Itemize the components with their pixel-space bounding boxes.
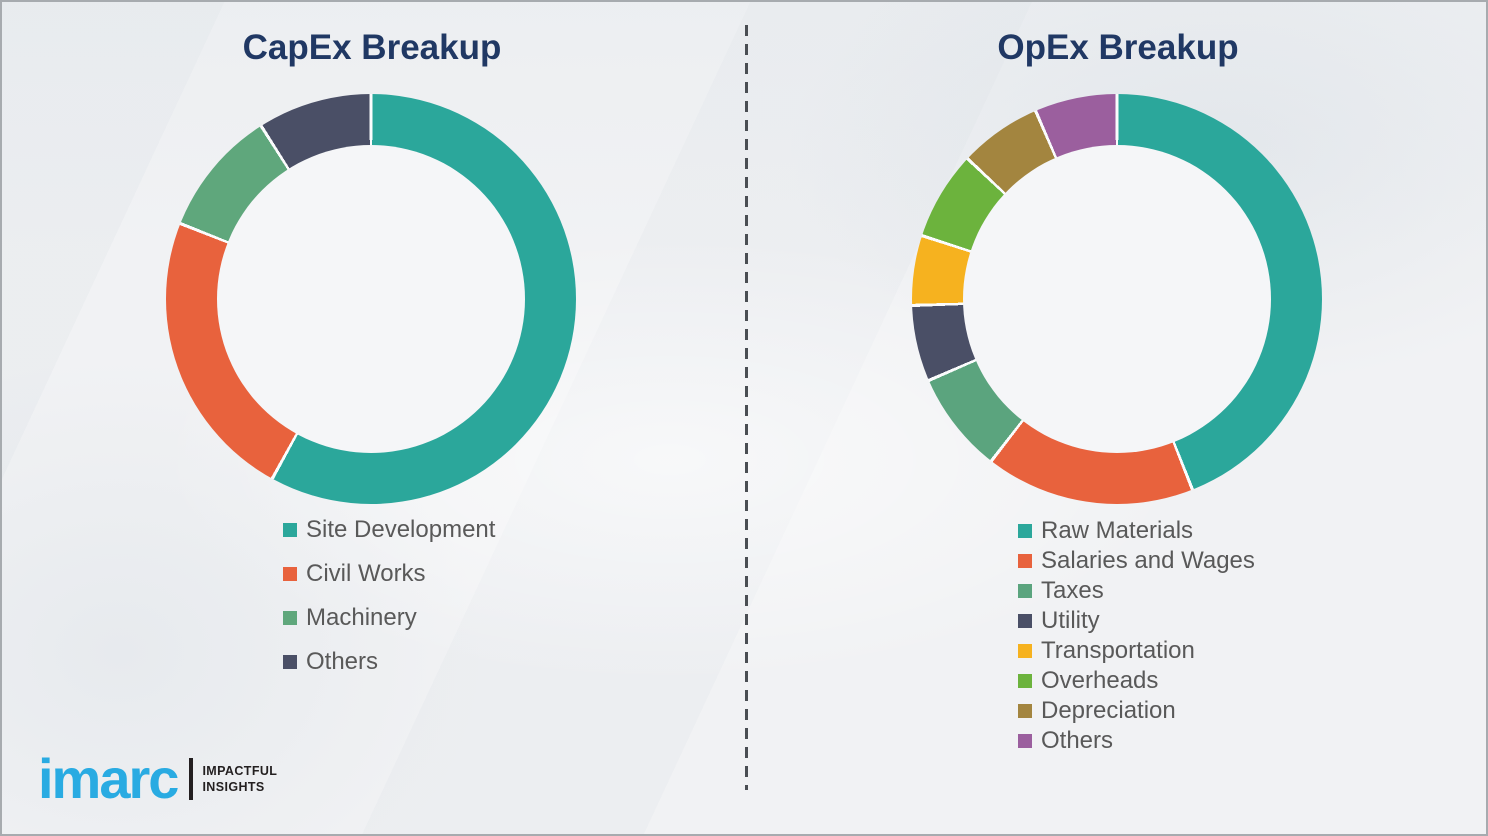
legend-swatch-icon [1018, 554, 1032, 568]
legend-label: Others [306, 648, 379, 675]
legend-item-transportation: Transportation [1018, 636, 1255, 666]
legend-label: Site Development [306, 516, 496, 543]
legend-item-civil-works: Civil Works [283, 552, 495, 596]
legend-item-others: Others [283, 640, 495, 684]
legend-label: Taxes [1041, 577, 1104, 604]
legend-item-site-development: Site Development [283, 508, 495, 552]
legend-item-utility: Utility [1018, 606, 1255, 636]
legend-swatch-icon [283, 567, 297, 581]
legend-label: Civil Works [306, 560, 426, 587]
legend-label: Salaries and Wages [1041, 547, 1255, 574]
legend-item-raw-materials: Raw Materials [1018, 516, 1255, 546]
legend-swatch-icon [283, 655, 297, 669]
legend-item-machinery: Machinery [283, 596, 495, 640]
opex-donut-chart [912, 94, 1322, 504]
legend-item-salaries-and-wages: Salaries and Wages [1018, 546, 1255, 576]
legend-item-depreciation: Depreciation [1018, 696, 1255, 726]
legend-label: Depreciation [1041, 697, 1176, 724]
logo-tagline: IMPACTFUL INSIGHTS [202, 763, 277, 796]
logo-divider-bar [189, 757, 194, 800]
opex-title: OpEx Breakup [997, 28, 1239, 67]
capex-legend: Site Development Civil Works Machinery Othe… [283, 508, 495, 684]
legend-item-overheads: Overheads [1018, 666, 1255, 696]
legend-swatch-icon [1018, 524, 1032, 538]
logo-tagline-line1: IMPACTFUL [202, 763, 278, 778]
opex-panel: OpEx Breakup Raw Materials Salaries and W… [746, 0, 1488, 836]
legend-label: Others [1041, 727, 1114, 754]
logo-tagline-line2: INSIGHTS [202, 779, 265, 794]
opex-legend: Raw Materials Salaries and Wages Taxes Util… [1018, 516, 1255, 756]
legend-swatch-icon [1018, 644, 1032, 658]
legend-swatch-icon [1018, 614, 1032, 628]
legend-label: Transportation [1041, 637, 1195, 664]
legend-swatch-icon [283, 523, 297, 537]
capex-donut-chart [166, 94, 576, 504]
capex-title: CapEx Breakup [242, 28, 502, 67]
legend-label: Overheads [1041, 667, 1159, 694]
legend-swatch-icon [1018, 734, 1032, 748]
legend-swatch-icon [1018, 674, 1032, 688]
legend-swatch-icon [1018, 704, 1032, 718]
imarc-wordmark: imarc [38, 746, 179, 810]
legend-label: Machinery [306, 604, 417, 631]
legend-swatch-icon [1018, 584, 1032, 598]
capex-panel: CapEx Breakup Site Development Civil Work… [166, 28, 576, 684]
legend-label: Raw Materials [1041, 517, 1194, 544]
imarc-logo: imarc IMPACTFUL INSIGHTS [38, 746, 277, 810]
legend-item-others: Others [1018, 726, 1255, 756]
legend-item-taxes: Taxes [1018, 576, 1255, 606]
panel-divider-dashed-line [745, 25, 748, 790]
legend-swatch-icon [283, 611, 297, 625]
legend-label: Utility [1041, 607, 1100, 634]
